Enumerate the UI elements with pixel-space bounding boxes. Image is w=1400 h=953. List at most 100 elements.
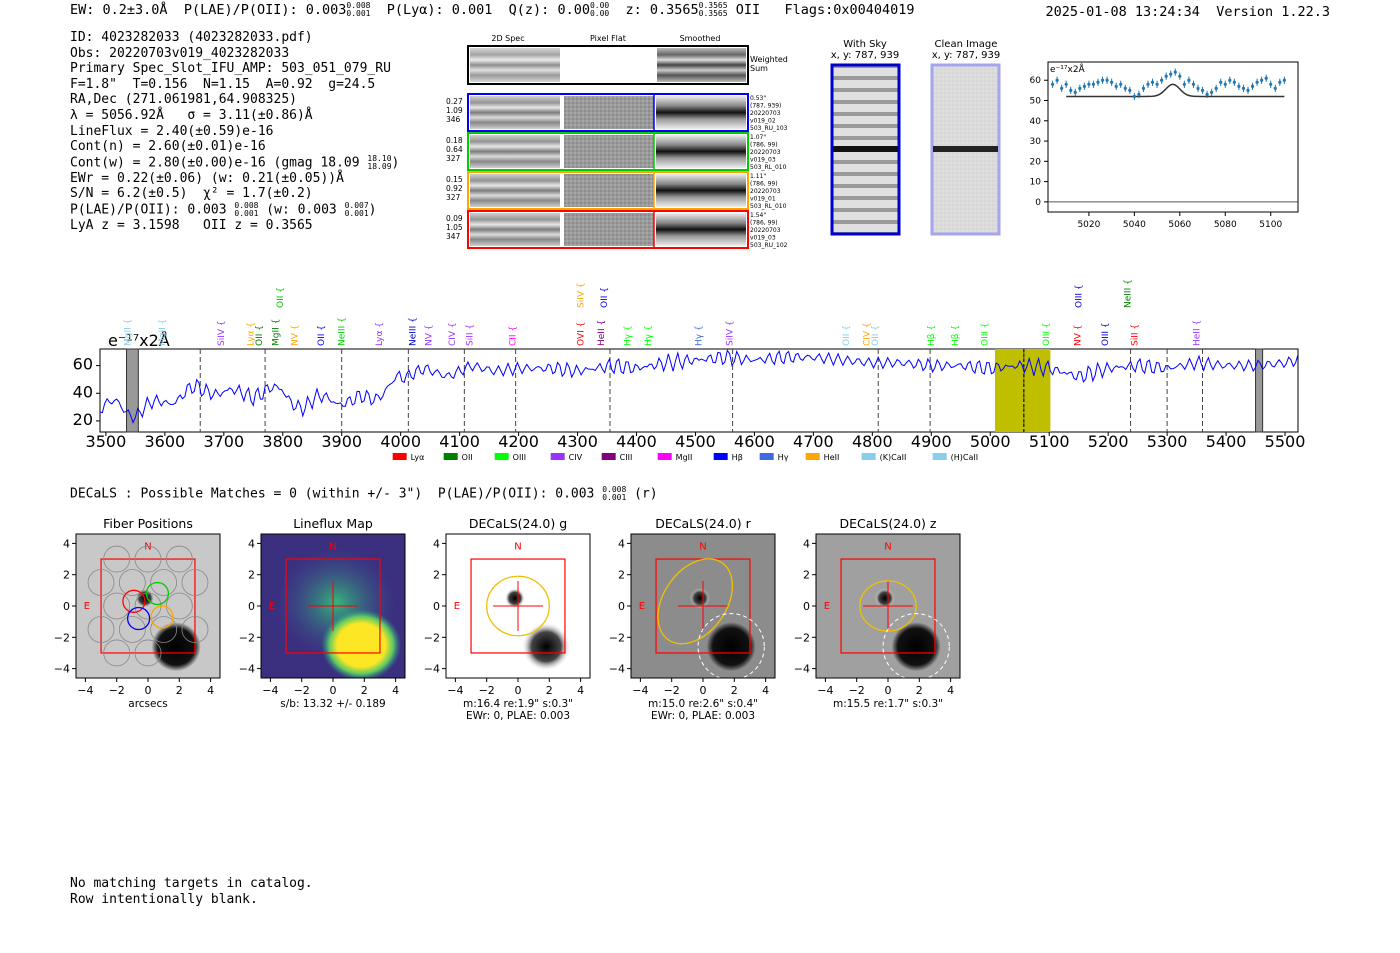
spectrum-xtick-label: 4900 — [911, 432, 952, 451]
zoom-xtick-label: 5060 — [1168, 220, 1191, 230]
line-label-text: OIII { — [1042, 322, 1052, 346]
spectrum-xtick-label: 3700 — [203, 432, 244, 451]
zoom-point — [1160, 78, 1164, 82]
legend-swatch — [713, 453, 728, 460]
line-label-text: CIV { — [862, 322, 872, 346]
footer-line-1: No matching targets in catalog. — [70, 876, 313, 891]
spectrum-frame — [99, 348, 1299, 433]
spectrum-xtick-label: 5400 — [1206, 432, 1247, 451]
line-label: Hβ { — [927, 325, 937, 346]
legend-swatch — [657, 453, 672, 460]
zoom-point — [1064, 82, 1068, 86]
panel-xtick-label: −2 — [849, 684, 865, 697]
legend-label: Hβ — [732, 453, 743, 462]
panel-xtick-label: −4 — [262, 684, 278, 697]
fiber-highlight — [150, 605, 174, 629]
spectrum-xtick-label: 3800 — [262, 432, 303, 451]
bright-source — [151, 622, 201, 672]
panel-xtick-label: −4 — [632, 684, 648, 697]
fiber-circle — [118, 569, 146, 596]
spectrum-xtick-label: 4300 — [557, 432, 598, 451]
panel-xtick-label: 4 — [207, 684, 214, 697]
panel-xtick-label: 0 — [700, 684, 707, 697]
fiber-circle — [103, 592, 131, 620]
panel-title: DECaLS(24.0) r — [655, 516, 751, 531]
line-label-text: OIII { — [1075, 284, 1085, 308]
line-label-text: NV { — [1073, 325, 1083, 346]
aperture-ellipse — [657, 558, 734, 645]
panel-caption: m:16.4 re:1.9" s:0.3" — [463, 698, 573, 710]
line-label-text: NeIII { — [408, 317, 418, 346]
panel-xtick-label: 0 — [885, 684, 892, 697]
header-line: EW: 0.2±3.0Å P(LAE)/P(OII): 0.003 0.008 0.… — [70, 2, 915, 19]
spectrum-xtick-label: 5500 — [1265, 432, 1306, 451]
line-label: Hγ { — [624, 325, 634, 346]
zoom-point — [1273, 86, 1277, 90]
line-label-text: Lyα { — [246, 322, 256, 346]
cutout-right-value: 503_RL_010 — [750, 203, 787, 210]
cutout-right-value: v019_01 — [750, 196, 776, 203]
line-label-text: OII { — [600, 287, 610, 308]
timestamp-version: 2025-01-08 13:24:34 Version 1.22.3 — [1046, 4, 1331, 20]
plae-text: P(LAE)/P(OII): 0.003 — [70, 202, 227, 218]
cutout-left-value: 346 — [446, 115, 461, 124]
zoom-point — [1210, 90, 1214, 95]
panel-xtick-label: 2 — [176, 684, 183, 697]
flags-value: Flags:0x00404019 — [784, 2, 915, 18]
spectrum-xtick-label: 4100 — [439, 432, 480, 451]
line-label: Lyα { — [375, 322, 385, 346]
bright-source — [521, 622, 571, 672]
line-label-text: MgII { — [158, 319, 168, 346]
zoom-point — [1250, 84, 1255, 88]
line-label-text: OIII { — [1101, 322, 1111, 346]
panel-ytick-label: 0 — [433, 600, 440, 613]
decals-lo: 0.001 — [602, 493, 627, 502]
fiber-circle — [134, 545, 162, 573]
line-label: CIV { — [862, 322, 872, 346]
line-label-text: SiIV { — [217, 320, 227, 346]
weighted-sum-label-1: Weighted — [750, 55, 788, 64]
decals-text: DECaLS : Possible Matches = 0 (within +/… — [70, 486, 595, 502]
panel-ytick-label: −4 — [424, 663, 440, 676]
decals-summary: DECaLS : Possible Matches = 0 (within +/… — [70, 486, 658, 502]
zoom-point — [1123, 86, 1127, 90]
search-box — [470, 558, 566, 654]
ew-value: EW: 0.2±3.0Å — [70, 2, 168, 18]
panel-ytick-label: −4 — [609, 663, 625, 676]
version: Version 1.22.3 — [1216, 4, 1330, 20]
line-label-text: NeIII { — [1124, 279, 1134, 308]
cutout-right-value: 1.07" — [750, 134, 766, 141]
zoom-point — [1150, 80, 1155, 84]
info-contn: Cont(n) = 2.60(±0.01)e-16 — [70, 139, 266, 155]
panel-title: DECaLS(24.0) z — [840, 516, 937, 531]
fiber-circle — [87, 616, 115, 643]
line-label: Hγ { — [644, 325, 654, 346]
fiber-circle — [134, 639, 162, 667]
line-label: OIII { — [1101, 322, 1111, 346]
panel-ytick-label: 2 — [433, 569, 440, 582]
line-label: OIII { — [1075, 284, 1085, 308]
cutout-right-value: 503_RL_010 — [750, 164, 787, 171]
line-label: NeIII { — [408, 317, 418, 346]
panel-ytick-label: 4 — [433, 537, 440, 550]
zoom-xtick-label: 5040 — [1123, 220, 1146, 230]
spectrum-xtick-label: 3600 — [144, 432, 185, 451]
spectrum-ytick-label: 40 — [73, 382, 93, 401]
legend-entry: CIII — [601, 453, 632, 462]
line-label: SiII { — [466, 324, 476, 346]
cutout-right-value: 20220703 — [750, 110, 781, 117]
legend-swatch — [550, 453, 565, 460]
spectrum-xtick-label: 4000 — [380, 432, 421, 451]
zoom-point — [1100, 78, 1105, 82]
cutout-right-value: v019_03 — [750, 235, 776, 242]
panel-xtick-label: 4 — [947, 684, 954, 697]
clean-title: Clean Image — [935, 39, 998, 50]
fiber-circle — [181, 569, 209, 596]
zoom-ytick-label: 0 — [1035, 198, 1041, 208]
cutout-right-value: 20220703 — [750, 227, 781, 234]
panel-image: NE — [816, 534, 960, 678]
cutout-left-value: 0.15 — [446, 175, 463, 184]
legend-swatch — [601, 453, 616, 460]
